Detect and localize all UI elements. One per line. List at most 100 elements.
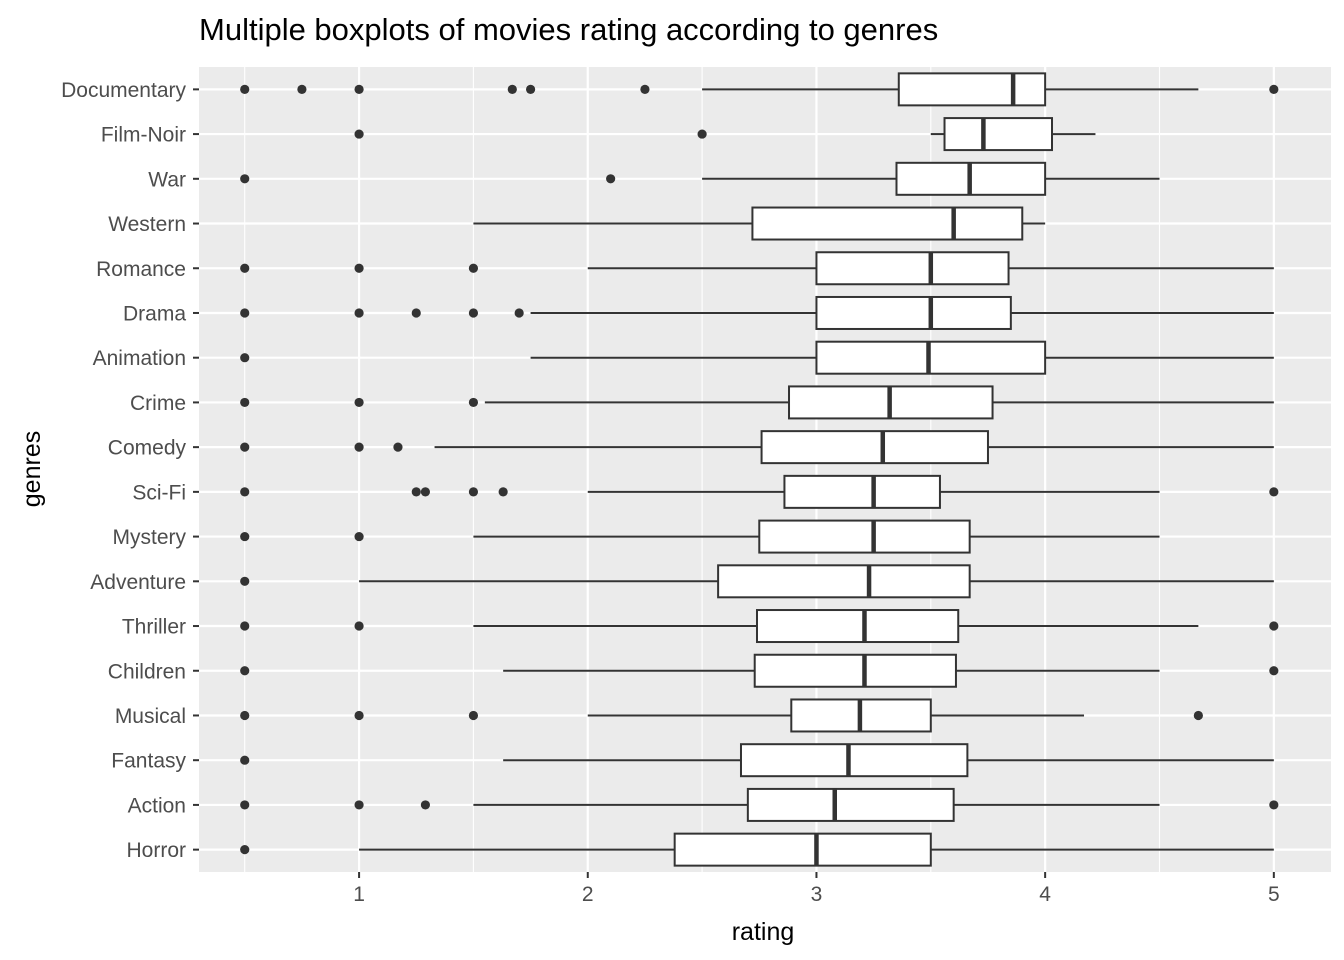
outlier-point xyxy=(354,531,364,542)
iqr-box xyxy=(815,295,1012,330)
y-tick-label: Thriller xyxy=(122,616,186,639)
x-axis: 1 2 3 4 5 xyxy=(353,872,1280,906)
outlier-point xyxy=(393,442,403,452)
iqr-box xyxy=(746,787,955,822)
y-axis: Documentary Film-Noir War Western Romance Dra… xyxy=(61,79,199,862)
outlier-point xyxy=(468,397,479,408)
y-tick-label: Western xyxy=(108,213,186,236)
y-tick-label: Mystery xyxy=(113,526,187,549)
box-war xyxy=(240,161,1160,196)
chart-title: Multiple boxplots of movies rating accor… xyxy=(199,12,938,47)
y-tick-label: Adventure xyxy=(90,571,186,594)
outlier-point xyxy=(606,174,616,184)
outlier-point xyxy=(240,308,250,318)
box-children xyxy=(240,653,1279,688)
iqr-box xyxy=(755,609,960,644)
outlier-point xyxy=(525,84,536,94)
outlier-point xyxy=(354,308,364,318)
outlier-point xyxy=(468,487,479,497)
y-tick-label: Comedy xyxy=(108,437,187,460)
box-film-noir xyxy=(354,117,1096,152)
outlier-point xyxy=(1269,800,1279,810)
outlier-point xyxy=(240,84,250,94)
outlier-point xyxy=(507,84,517,94)
outlier-point xyxy=(297,84,307,94)
y-tick-label: Fantasy xyxy=(111,750,186,773)
outlier-point xyxy=(514,308,524,318)
x-tick-label: 3 xyxy=(811,883,823,906)
y-tick-label: Film-Noir xyxy=(101,124,186,147)
plot-panel xyxy=(199,67,1331,872)
outlier-point xyxy=(240,531,250,542)
outlier-point xyxy=(640,84,650,94)
x-tick-label: 1 xyxy=(353,883,365,906)
box-musical xyxy=(240,698,1203,733)
y-tick-label: Children xyxy=(108,660,186,683)
outlier-point xyxy=(420,487,430,497)
outlier-point xyxy=(240,621,250,631)
y-axis-title: genres xyxy=(18,431,46,507)
box-horror xyxy=(240,832,1274,867)
x-tick-label: 2 xyxy=(582,883,594,906)
box-animation xyxy=(240,340,1274,375)
iqr-box xyxy=(739,743,969,778)
box-action xyxy=(240,787,1279,822)
iqr-box xyxy=(673,832,932,867)
outlier-point xyxy=(240,397,250,408)
outlier-point xyxy=(354,397,364,408)
y-tick-label: Action xyxy=(128,794,186,817)
box-romance xyxy=(240,251,1274,286)
outlier-point xyxy=(354,710,364,721)
outlier-point xyxy=(240,666,250,676)
box-mystery xyxy=(240,519,1160,554)
iqr-box xyxy=(717,564,971,599)
outlier-point xyxy=(468,308,479,318)
box-adventure xyxy=(240,564,1274,599)
box-crime xyxy=(240,385,1274,420)
outlier-point xyxy=(420,800,430,810)
outlier-point xyxy=(240,576,250,586)
outlier-point xyxy=(354,84,364,94)
y-tick-label: Drama xyxy=(123,302,186,325)
y-tick-label: Crime xyxy=(130,392,186,415)
outlier-point xyxy=(1269,666,1279,676)
y-tick-label: Musical xyxy=(115,705,186,728)
outlier-point xyxy=(697,129,707,139)
iqr-box xyxy=(943,117,1054,152)
outlier-point xyxy=(240,442,250,452)
y-tick-label: Sci-Fi xyxy=(132,481,186,504)
outlier-point xyxy=(240,353,250,363)
y-tick-label: War xyxy=(148,168,186,191)
outlier-point xyxy=(354,129,364,139)
outlier-point xyxy=(1269,84,1279,94)
box-western xyxy=(473,206,1046,241)
outlier-point xyxy=(240,755,250,765)
iqr-box xyxy=(897,72,1047,107)
outlier-point xyxy=(354,442,364,452)
y-tick-label: Romance xyxy=(96,258,186,281)
outlier-point xyxy=(354,621,364,631)
box-comedy xyxy=(240,430,1274,465)
iqr-box xyxy=(815,251,1010,286)
x-tick-label: 5 xyxy=(1268,883,1280,906)
box-fantasy xyxy=(240,743,1274,778)
iqr-box xyxy=(783,474,941,509)
outlier-point xyxy=(240,710,250,721)
outlier-point xyxy=(240,487,250,497)
x-tick-label: 4 xyxy=(1039,883,1051,906)
iqr-box xyxy=(758,519,971,554)
outlier-point xyxy=(1269,621,1279,631)
outlier-point xyxy=(411,308,421,318)
outlier-point xyxy=(354,800,364,810)
outlier-point xyxy=(468,710,479,721)
box-drama xyxy=(240,295,1274,330)
y-tick-label: Horror xyxy=(126,839,186,862)
outlier-point xyxy=(240,800,250,810)
outlier-point xyxy=(240,263,250,273)
outlier-point xyxy=(468,263,479,273)
box-sci-fi xyxy=(240,474,1279,509)
iqr-box xyxy=(751,206,1024,241)
outlier-point xyxy=(498,487,508,497)
iqr-box xyxy=(753,653,957,688)
